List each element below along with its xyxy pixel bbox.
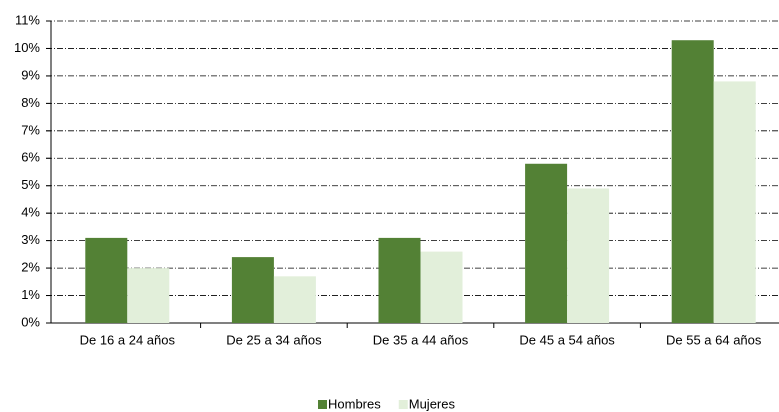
- bar: [713, 81, 756, 324]
- bar: [567, 188, 610, 323]
- x-tick-label: De 45 a 54 años: [519, 332, 615, 347]
- bar: [525, 163, 568, 323]
- y-tick-label: 9%: [21, 67, 40, 82]
- x-tick-label: De 25 a 34 años: [226, 332, 322, 347]
- y-tick-label: 11%: [15, 12, 40, 27]
- x-tick-label: De 35 a 44 años: [373, 332, 469, 347]
- y-tick-label: 3%: [21, 232, 40, 247]
- y-tick-label: 0%: [21, 314, 40, 329]
- bar: [273, 276, 316, 323]
- bar: [85, 237, 128, 323]
- y-tick-label: 10%: [14, 40, 40, 55]
- legend-swatch: [398, 400, 408, 409]
- y-tick-label: 7%: [21, 122, 40, 137]
- legend-swatch: [318, 400, 327, 409]
- y-tick-label: 5%: [21, 177, 40, 192]
- bar: [378, 237, 421, 323]
- bar: [231, 257, 274, 323]
- bar: [127, 268, 170, 323]
- y-tick-label: 8%: [21, 95, 40, 110]
- x-tick-label: De 55 a 64 años: [666, 332, 762, 347]
- y-tick-label: 6%: [21, 150, 40, 165]
- y-tick-label: 1%: [21, 287, 40, 302]
- bar: [671, 40, 714, 324]
- legend-label: Hombres: [328, 396, 381, 411]
- y-tick-label: 4%: [21, 205, 40, 220]
- legend-label: Mujeres: [409, 396, 456, 411]
- bar: [420, 251, 463, 323]
- x-tick-label: De 16 a 24 años: [80, 332, 176, 347]
- y-tick-label: 2%: [21, 260, 40, 275]
